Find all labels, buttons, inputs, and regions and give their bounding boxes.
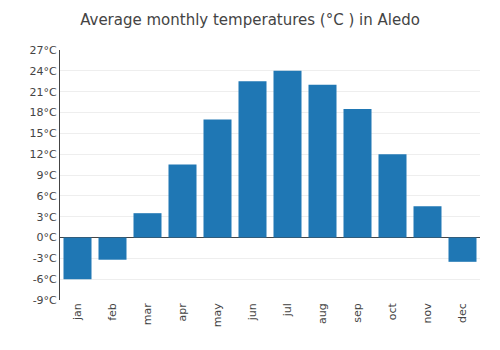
svg-text:27°C: 27°C: [30, 44, 57, 57]
svg-text:Average monthly temperatures (: Average monthly temperatures (°C ) in Al…: [80, 11, 420, 29]
svg-text:oct: oct: [386, 303, 399, 321]
svg-text:jan: jan: [71, 303, 84, 321]
svg-text:sep: sep: [351, 303, 364, 322]
svg-text:0°C: 0°C: [37, 231, 57, 244]
svg-text:6°C: 6°C: [37, 190, 57, 203]
svg-text:15°C: 15°C: [30, 127, 57, 140]
svg-text:aug: aug: [316, 303, 329, 324]
svg-text:21°C: 21°C: [30, 86, 57, 99]
svg-text:-6°C: -6°C: [33, 273, 57, 286]
svg-text:-3°C: -3°C: [33, 252, 57, 265]
svg-text:24°C: 24°C: [30, 65, 57, 78]
svg-text:nov: nov: [421, 303, 434, 324]
svg-text:-9°C: -9°C: [33, 294, 57, 307]
svg-text:jul: jul: [281, 303, 294, 317]
svg-text:12°C: 12°C: [30, 148, 57, 161]
svg-text:apr: apr: [176, 303, 189, 322]
svg-text:mar: mar: [141, 303, 154, 325]
svg-text:may: may: [211, 303, 224, 327]
svg-text:feb: feb: [106, 303, 119, 321]
svg-text:dec: dec: [456, 303, 469, 323]
svg-text:18°C: 18°C: [30, 106, 57, 119]
svg-text:9°C: 9°C: [37, 169, 57, 182]
svg-text:3°C: 3°C: [37, 211, 57, 224]
svg-text:jun: jun: [246, 303, 259, 321]
